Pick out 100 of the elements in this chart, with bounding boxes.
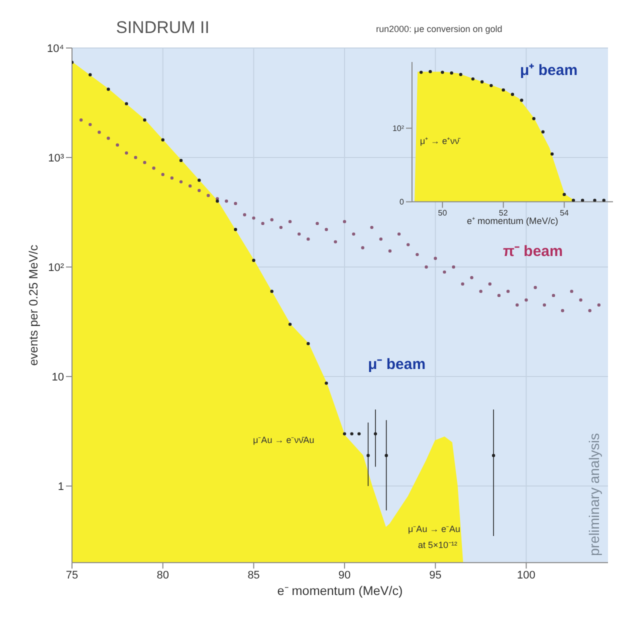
point bbox=[279, 226, 283, 230]
annotation: at 5×10⁻¹² bbox=[418, 539, 458, 551]
x-tick-label: 85 bbox=[248, 569, 260, 582]
point bbox=[562, 192, 566, 196]
point bbox=[428, 70, 432, 74]
series-label: π⁻ beam bbox=[503, 242, 563, 260]
point bbox=[143, 160, 146, 164]
point bbox=[106, 136, 110, 140]
point bbox=[79, 118, 83, 122]
y-tick-label: 1 bbox=[58, 480, 64, 493]
point bbox=[479, 290, 482, 293]
point bbox=[98, 130, 101, 134]
point bbox=[424, 265, 428, 269]
point bbox=[179, 158, 183, 162]
point bbox=[370, 226, 374, 230]
point bbox=[593, 198, 596, 202]
point bbox=[350, 432, 354, 436]
point bbox=[357, 432, 361, 436]
point bbox=[470, 276, 474, 280]
point bbox=[342, 432, 346, 436]
chart-title: SINDRUM II bbox=[116, 18, 210, 38]
point bbox=[532, 117, 536, 120]
y-tick-label: 10³ bbox=[48, 152, 64, 164]
x-tick-label: 100 bbox=[517, 569, 536, 582]
x-tick-label: 80 bbox=[156, 569, 169, 582]
point bbox=[179, 180, 183, 184]
point bbox=[560, 309, 564, 312]
point bbox=[288, 220, 292, 224]
point bbox=[352, 232, 356, 236]
point bbox=[516, 303, 519, 307]
point bbox=[388, 249, 392, 253]
point bbox=[261, 222, 264, 226]
point bbox=[252, 216, 256, 220]
point bbox=[270, 290, 274, 293]
point bbox=[324, 228, 328, 232]
point bbox=[243, 213, 246, 216]
y-tick-label: 10 bbox=[52, 371, 64, 384]
point bbox=[234, 228, 238, 232]
point bbox=[188, 184, 192, 188]
point bbox=[306, 237, 310, 241]
point bbox=[161, 138, 164, 142]
point bbox=[497, 294, 501, 298]
point bbox=[450, 71, 454, 75]
point bbox=[420, 70, 423, 74]
point bbox=[492, 454, 496, 458]
chart-subtitle: run2000: μe conversion on gold bbox=[376, 24, 502, 34]
point bbox=[416, 252, 419, 256]
point bbox=[384, 454, 388, 458]
point bbox=[541, 130, 545, 134]
point bbox=[490, 84, 493, 88]
y-tick-label: 10² bbox=[392, 124, 404, 134]
point bbox=[452, 265, 456, 269]
point bbox=[306, 342, 310, 346]
series-label: μ⁻Au → e⁻Au bbox=[408, 523, 460, 535]
point bbox=[552, 294, 556, 298]
y-tick-label: 10⁴ bbox=[47, 42, 64, 55]
point bbox=[116, 143, 120, 147]
point bbox=[124, 151, 128, 155]
point bbox=[270, 218, 274, 222]
x-axis-title: e⁻ momentum (MeV/c) bbox=[277, 584, 403, 598]
point bbox=[234, 202, 238, 206]
point bbox=[480, 80, 484, 84]
x-tick-label: 75 bbox=[66, 569, 78, 582]
x-axis-title: e⁺ momentum (MeV/c) bbox=[466, 216, 558, 226]
point bbox=[579, 298, 582, 302]
point bbox=[334, 240, 338, 244]
point bbox=[397, 232, 401, 236]
series-label: μ⁺ → e⁺νν̄ bbox=[420, 135, 460, 147]
point bbox=[152, 166, 156, 170]
point bbox=[580, 198, 584, 202]
point bbox=[506, 290, 510, 293]
x-tick-label: 50 bbox=[438, 208, 448, 218]
series-label: μ⁺ beam bbox=[520, 61, 578, 79]
point bbox=[88, 73, 92, 76]
point bbox=[366, 454, 370, 458]
point bbox=[374, 432, 378, 436]
point bbox=[342, 220, 346, 224]
point bbox=[520, 98, 524, 102]
x-tick-label: 95 bbox=[429, 569, 442, 582]
point bbox=[459, 72, 462, 76]
point bbox=[572, 198, 576, 202]
text: μ⁻ beam bbox=[368, 355, 426, 373]
point bbox=[534, 286, 537, 290]
point bbox=[224, 199, 228, 203]
point bbox=[298, 232, 301, 236]
y-tick-label: 10² bbox=[48, 262, 64, 274]
point bbox=[316, 222, 319, 226]
point bbox=[216, 199, 219, 203]
point bbox=[588, 309, 592, 312]
x-tick-label: 54 bbox=[560, 208, 570, 218]
point bbox=[252, 258, 256, 262]
point bbox=[524, 298, 528, 302]
x-tick-label: 52 bbox=[498, 208, 508, 218]
series-label: μ⁻Au → e⁻νν̄Au bbox=[253, 434, 314, 446]
point bbox=[542, 303, 546, 307]
point bbox=[134, 156, 138, 160]
point bbox=[434, 256, 437, 260]
point bbox=[550, 152, 554, 156]
point bbox=[198, 188, 201, 192]
point bbox=[288, 322, 292, 326]
